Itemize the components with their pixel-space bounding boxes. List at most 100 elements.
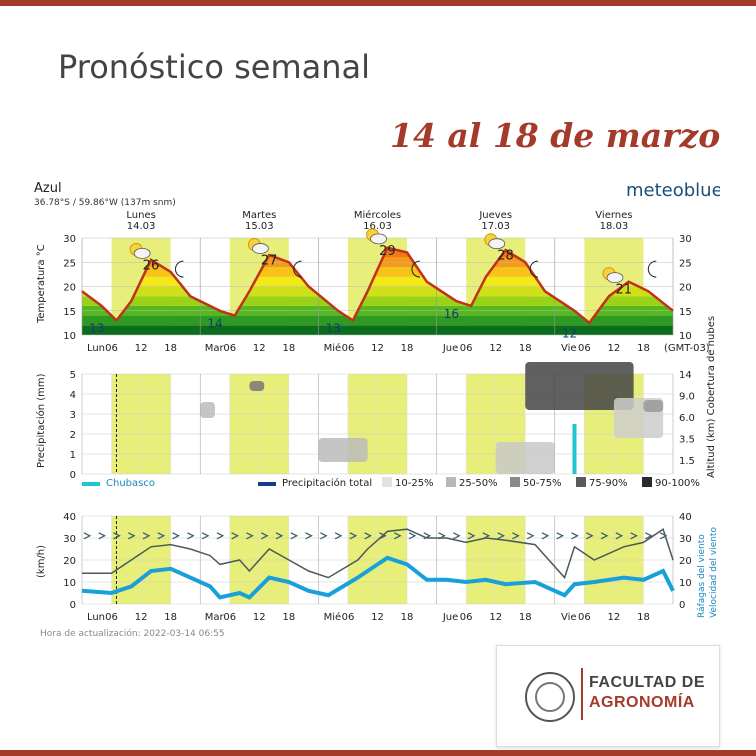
day-date-label: 14.03 (127, 221, 156, 232)
wind-direction-arrow (290, 532, 299, 540)
bottom-border (0, 750, 756, 756)
x-tick-label: 18 (519, 343, 532, 354)
temp-ytick-right: 20 (679, 283, 692, 294)
wind-speed-right-label: Velocidad del viento (709, 527, 719, 618)
wind-direction-arrow (526, 532, 535, 540)
legend-cloud-label: 10-25% (395, 478, 434, 489)
precip-ylabel: Precipitación (mm) (35, 373, 47, 468)
temp-min-label: 13 (89, 321, 104, 335)
day-date-label: 17.03 (481, 221, 510, 232)
wind-direction-arrow (305, 532, 313, 540)
wind-x-tick-label: 06 (223, 612, 236, 623)
update-label: Hora de actualización: 2022-03-14 06:55 (40, 628, 225, 639)
legend-cloud-label: 90-100% (655, 478, 700, 489)
cloud-cover-blob (525, 362, 634, 410)
logo-line-2: AGRONOMÍA (589, 694, 695, 711)
cloud-ylabel: Altitud (km) Cobertura de nubes (706, 316, 717, 478)
brand-logo: meteoblue (626, 180, 720, 201)
cloud-cover-blob (495, 442, 555, 474)
wind-direction-arrow (349, 532, 358, 540)
wind-x-tick-label: 12 (135, 612, 148, 623)
wind-direction-arrow (320, 532, 328, 540)
temp-min-label: 12 (562, 326, 577, 340)
x-tick-label: 12 (135, 343, 148, 354)
legend-cloud-swatch (642, 477, 652, 487)
page-subtitle: 14 al 18 de marzo (390, 116, 721, 155)
moon-icon (411, 260, 420, 278)
wind-direction-arrow (364, 532, 372, 540)
wind-direction-arrow (246, 532, 254, 540)
temp-min-label: 16 (444, 307, 459, 321)
cloud-icon (488, 238, 506, 250)
temp-ytick-left: 20 (63, 283, 76, 294)
cloud-icon (251, 243, 269, 254)
logo-divider (581, 668, 583, 720)
wind-direction-arrow (497, 532, 505, 540)
wind-direction-arrow (393, 532, 402, 540)
wind-x-tick-label: 06 (105, 612, 118, 623)
precip-ytick: 1 (70, 450, 76, 461)
wind-x-tick-label: 18 (282, 612, 295, 623)
x-tick-label: 18 (401, 343, 414, 354)
cloud-icon (606, 272, 624, 284)
x-tick-label: 06 (342, 343, 355, 354)
cloud-cover-blob (318, 438, 368, 462)
legend-shower-swatch (82, 482, 100, 486)
cloud-cover-blob (200, 402, 215, 418)
cloud-cover-blob (643, 400, 664, 412)
temp-ytick-right: 25 (679, 258, 692, 269)
wind-direction-arrow (142, 532, 151, 540)
wind-gust-right-label: Ráfagas del viento (697, 534, 707, 618)
x-tick-label: 18 (282, 343, 295, 354)
legend-cloud-swatch (510, 477, 520, 487)
x-tick-label: 12 (489, 343, 502, 354)
temp-min-label: 13 (326, 321, 341, 335)
cloud-altitude-tick: 6.0 (679, 413, 695, 424)
wind-direction-arrow (201, 532, 210, 540)
wind-direction-arrow (231, 532, 240, 540)
legend-cloud-swatch (382, 477, 392, 487)
temp-ytick-left: 10 (63, 331, 76, 342)
wind-ytick-right: 40 (679, 512, 692, 523)
moon-icon (647, 260, 657, 278)
wind-x-tick-label: 18 (164, 612, 177, 623)
meteogram: Azul 36.78°S / 59.86°W (137m snm) meteob… (30, 178, 723, 643)
cloud-altitude-tick: 3.5 (679, 435, 695, 446)
wind-direction-arrow (659, 532, 668, 540)
temp-max-label: 28 (497, 249, 514, 264)
wind-direction-arrow (571, 532, 579, 540)
location-label: Azul (34, 181, 62, 196)
wind-ytick-left: 0 (70, 600, 76, 611)
coords-label: 36.78°S / 59.86°W (137m snm) (34, 198, 176, 208)
moon-icon (293, 260, 302, 278)
temp-fill-band (82, 286, 673, 297)
day-name-label: Viernes (595, 210, 632, 221)
wind-direction-arrow (408, 532, 417, 540)
cloud-altitude-tick: 14 (679, 370, 692, 381)
x-tick-label: Mar (205, 343, 225, 354)
temp-max-label: 29 (379, 244, 396, 259)
wind-x-tick-label: 12 (608, 612, 621, 623)
wind-direction-arrow (98, 532, 107, 540)
moon-icon (175, 260, 184, 278)
wind-direction-arrow (260, 532, 269, 540)
wind-speed-line (81, 555, 675, 600)
precip-ytick: 5 (70, 370, 76, 381)
wind-ytick-right: 20 (679, 556, 692, 567)
wind-ytick-left: 30 (63, 534, 76, 545)
temp-min-label: 14 (207, 317, 222, 331)
temp-ytick-left: 30 (63, 234, 76, 245)
temp-max-label: 21 (615, 283, 632, 298)
legend-cloud-label: 75-90% (589, 478, 628, 489)
cloud-cover-blob (249, 381, 265, 391)
wind-x-tick-label: 12 (489, 612, 502, 623)
wind-direction-arrow (556, 532, 565, 540)
timezone-label: (GMT-03) (664, 343, 710, 354)
day-name-label: Miércoles (354, 209, 401, 221)
logo-line-1: FACULTAD DE (589, 674, 706, 691)
wind-ytick-left: 20 (63, 556, 76, 567)
wind-ytick-right: 0 (679, 600, 685, 611)
wind-x-tick-label: 18 (637, 612, 650, 623)
wind-direction-arrow (83, 532, 92, 540)
wind-x-tick-label: 06 (460, 612, 473, 623)
